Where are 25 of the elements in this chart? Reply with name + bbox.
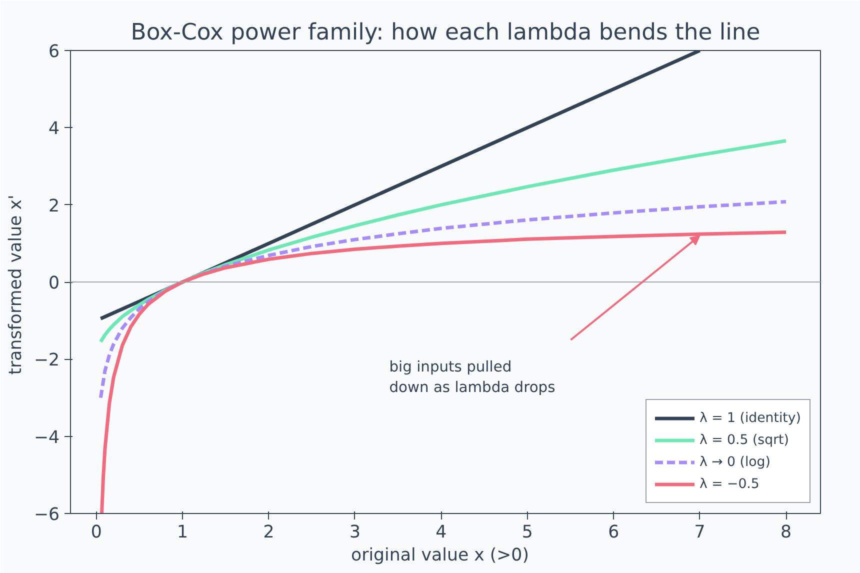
x-tick-label: 3 [349,522,360,542]
x-tick-label: 7 [694,522,706,542]
x-tick-label: 0 [90,522,102,542]
x-tick-label: 4 [436,522,447,542]
legend-label: λ → 0 (log) [700,454,770,470]
x-tick-label: 5 [522,522,533,542]
line-series [98,200,788,400]
y-tick-label: −4 [34,428,60,448]
y-tick-label: 6 [48,42,60,62]
y-tick-label: −6 [34,505,60,525]
x-tick-label: 6 [608,522,620,542]
y-tick-label: 4 [48,119,60,140]
chart-title: Box-Cox power family: how each lambda bends the line [130,20,760,46]
x-tick-label: 1 [177,522,188,542]
x-tick-label: 2 [263,522,274,542]
legend-label: λ = −0.5 [700,476,760,492]
annotation: big inputs pulled down as lambda drops [389,358,556,396]
legend-label: λ = 0.5 (sqrt) [700,432,789,448]
y-tick-label: 0 [48,274,60,294]
legend-label: λ = 1 (identity) [700,410,801,426]
y-tick-label: −2 [34,350,60,371]
y-axis-title: transformed value x' [6,194,26,375]
y-tick-label: 2 [48,196,60,216]
x-axis-title: original value x (>0) [351,546,529,566]
x-tick-label: 8 [780,522,792,542]
